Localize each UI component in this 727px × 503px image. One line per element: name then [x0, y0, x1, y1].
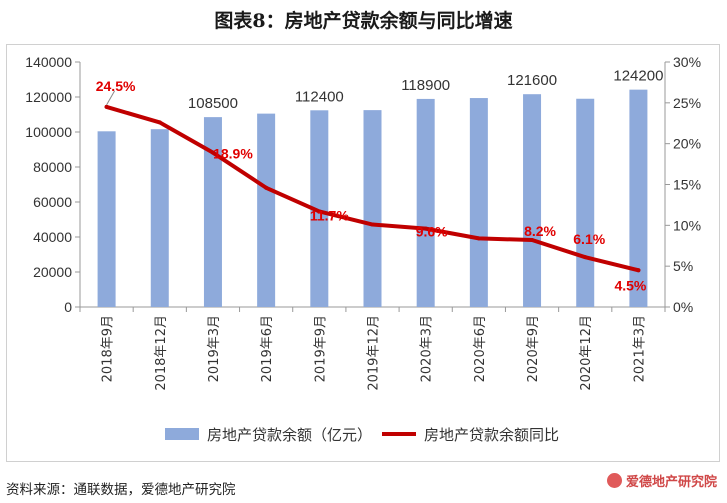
watermark: 爱德地产研究院: [606, 471, 717, 490]
line-data-label: 18.9%: [213, 146, 253, 162]
line-data-label: 24.5%: [96, 78, 136, 94]
left-tick-label: 80000: [33, 159, 72, 175]
left-tick-label: 60000: [33, 194, 72, 210]
bar: [257, 113, 276, 307]
bar-data-label: 108500: [188, 95, 238, 112]
x-tick-label: 2020年6月: [473, 315, 488, 382]
left-tick-label: 40000: [33, 229, 72, 245]
watermark-text: 爱德地产研究院: [625, 475, 717, 490]
left-tick-label: 140000: [25, 54, 72, 70]
line-point: [264, 185, 269, 190]
bar-data-label: 124200: [613, 68, 663, 85]
line-point: [210, 150, 215, 155]
legend-label-bar: 房地产贷款余额（亿元）: [207, 426, 372, 444]
legend-label-line: 房地产贷款余额同比: [424, 426, 559, 444]
line-point: [583, 255, 588, 260]
label-leader-line: [106, 90, 116, 106]
x-tick-label: 2020年3月: [420, 315, 435, 382]
logo-icon: [606, 473, 622, 488]
line-point: [423, 226, 428, 231]
right-tick-label: 20%: [673, 136, 701, 152]
x-tick-label: 2019年3月: [207, 315, 222, 382]
bar-data-label: 118900: [401, 77, 450, 94]
line-point: [530, 238, 535, 243]
legend-swatch-bar: [165, 428, 199, 440]
bar: [469, 98, 488, 307]
left-tick-label: 0: [64, 299, 72, 315]
bar: [203, 117, 222, 307]
line-data-label: 4.5%: [614, 277, 646, 293]
left-tick-label: 100000: [25, 124, 72, 140]
right-tick-label: 25%: [673, 95, 701, 111]
bar: [150, 129, 169, 307]
bar: [310, 110, 329, 307]
line-point: [476, 236, 481, 241]
right-tick-label: 0%: [673, 299, 693, 315]
right-tick-label: 10%: [673, 217, 701, 233]
bar: [576, 98, 595, 307]
bar: [523, 94, 542, 307]
x-tick-label: 2018年9月: [101, 315, 116, 382]
x-tick-label: 2020年9月: [526, 315, 541, 382]
right-tick-label: 30%: [673, 54, 701, 70]
x-tick-label: 2019年9月: [313, 315, 328, 382]
line-data-label: 9.6%: [416, 224, 448, 240]
right-tick-label: 15%: [673, 177, 701, 193]
left-tick-label: 120000: [25, 89, 72, 105]
x-tick-label: 2020年12月: [579, 315, 594, 391]
line-point: [636, 268, 641, 273]
line-data-label: 11.7%: [310, 207, 349, 223]
x-tick-label: 2019年6月: [260, 315, 275, 382]
line-point: [104, 104, 109, 109]
x-tick-label: 2019年12月: [367, 315, 382, 391]
x-tick-label: 2018年12月: [154, 315, 169, 391]
chart-title: 图表8：房地产贷款余额与同比增速: [214, 10, 513, 32]
line-point: [157, 120, 162, 125]
bar: [629, 89, 648, 308]
line-point: [370, 222, 375, 227]
bar-data-label: 112400: [295, 88, 344, 105]
line-point: [317, 209, 322, 214]
source-note: 资料来源：通联数据，爱德地产研究院: [6, 482, 236, 498]
bar-data-label: 121600: [507, 72, 557, 89]
bar: [363, 110, 382, 307]
right-tick-label: 5%: [673, 258, 693, 274]
bar: [416, 98, 435, 307]
line-data-label: 6.1%: [573, 231, 605, 247]
x-tick-label: 2021年3月: [632, 315, 647, 382]
bar: [97, 131, 116, 307]
line-data-label: 8.2%: [524, 223, 556, 239]
chart: 0 20000 40000 60000 80000 100000 120000 140000 0…: [25, 54, 701, 444]
left-tick-label: 20000: [33, 264, 72, 280]
